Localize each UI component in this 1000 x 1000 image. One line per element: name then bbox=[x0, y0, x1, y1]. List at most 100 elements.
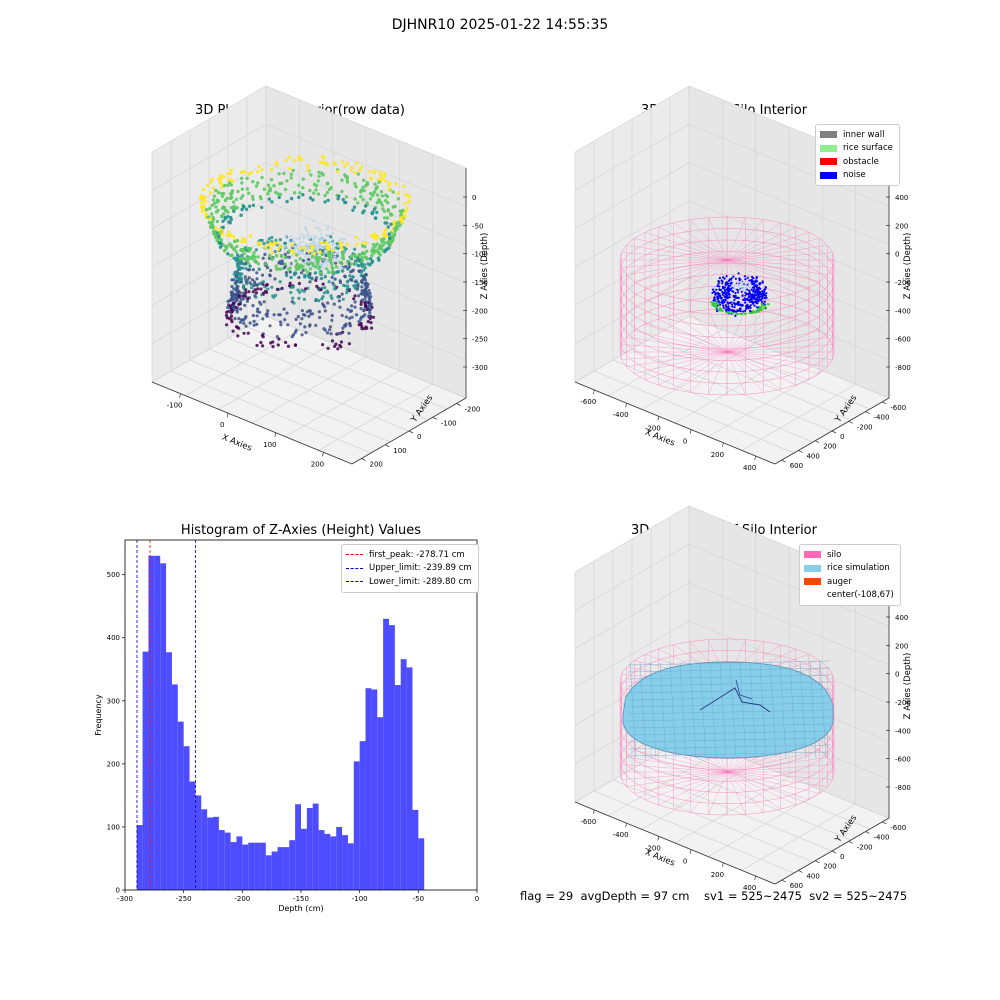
data-point bbox=[300, 233, 304, 236]
legend-label: inner wall bbox=[843, 129, 885, 140]
data-point bbox=[307, 238, 310, 241]
data-point bbox=[729, 278, 733, 281]
data-point bbox=[345, 180, 350, 184]
z-tick-label: -600 bbox=[895, 336, 911, 344]
data-point bbox=[220, 214, 224, 219]
z-tick-label: 0 bbox=[895, 671, 899, 679]
data-point bbox=[723, 288, 726, 291]
data-point bbox=[242, 284, 246, 288]
data-point bbox=[263, 262, 267, 266]
data-point bbox=[330, 296, 334, 300]
data-point bbox=[293, 158, 297, 163]
data-point bbox=[221, 225, 225, 230]
histogram-bar bbox=[183, 746, 190, 890]
data-point bbox=[309, 243, 312, 246]
data-point bbox=[319, 243, 322, 247]
z-tick-label: -150 bbox=[472, 279, 488, 287]
data-point bbox=[268, 273, 272, 277]
data-point bbox=[230, 284, 234, 289]
data-point bbox=[337, 332, 341, 336]
data-point bbox=[336, 295, 340, 299]
data-point bbox=[329, 260, 333, 264]
data-point bbox=[229, 205, 234, 210]
data-point bbox=[713, 296, 716, 299]
data-point bbox=[200, 201, 204, 205]
data-point bbox=[382, 237, 386, 241]
data-point bbox=[279, 262, 283, 266]
silo-spoke bbox=[726, 771, 810, 800]
y-tick bbox=[882, 401, 887, 405]
data-point bbox=[242, 169, 247, 174]
data-point bbox=[260, 293, 264, 297]
y-tick-label: 200 bbox=[823, 863, 836, 871]
data-point bbox=[282, 171, 286, 176]
data-point bbox=[377, 198, 381, 202]
data-point bbox=[403, 201, 407, 206]
y-tick-label: -200 bbox=[857, 843, 873, 851]
data-point bbox=[225, 196, 229, 200]
data-point bbox=[349, 168, 353, 172]
data-point bbox=[350, 315, 354, 319]
x-tick-label: 0 bbox=[683, 858, 687, 866]
data-point bbox=[248, 247, 253, 251]
data-point bbox=[285, 311, 289, 315]
data-point bbox=[359, 263, 364, 267]
data-point bbox=[247, 191, 251, 195]
x-tick bbox=[689, 429, 692, 434]
data-point bbox=[321, 343, 325, 347]
data-point bbox=[288, 284, 292, 288]
data-point bbox=[202, 204, 206, 209]
data-point bbox=[210, 223, 215, 227]
data-point bbox=[756, 294, 760, 297]
surface-mesh-line bbox=[627, 709, 831, 715]
data-point bbox=[289, 172, 294, 177]
data-point bbox=[298, 191, 302, 195]
data-point bbox=[345, 242, 349, 247]
data-point bbox=[764, 286, 767, 290]
data-point bbox=[336, 258, 339, 261]
data-point bbox=[324, 273, 327, 276]
data-point bbox=[383, 234, 388, 238]
data-point bbox=[369, 321, 373, 325]
data-point bbox=[354, 255, 358, 259]
data-point bbox=[229, 304, 233, 308]
data-point bbox=[247, 276, 251, 280]
data-point bbox=[240, 176, 244, 181]
data-point bbox=[318, 245, 321, 248]
data-point bbox=[364, 282, 368, 286]
data-point bbox=[251, 304, 255, 308]
data-point bbox=[285, 179, 289, 183]
data-point bbox=[338, 279, 342, 283]
silo-spoke bbox=[726, 771, 820, 794]
x-tick bbox=[722, 442, 724, 447]
data-point bbox=[258, 238, 262, 242]
data-point bbox=[250, 194, 255, 199]
data-point bbox=[236, 189, 240, 194]
data-point bbox=[279, 323, 283, 327]
data-point bbox=[269, 178, 274, 182]
data-point bbox=[349, 254, 354, 259]
data-point bbox=[275, 267, 279, 271]
data-point bbox=[718, 294, 721, 297]
data-point bbox=[247, 204, 252, 208]
data-point bbox=[318, 255, 322, 260]
y-tick bbox=[865, 411, 870, 414]
data-point bbox=[210, 212, 214, 216]
histogram-bar bbox=[201, 809, 208, 890]
data-point bbox=[235, 310, 239, 314]
data-point bbox=[365, 326, 369, 330]
data-point bbox=[753, 304, 756, 307]
data-point bbox=[337, 299, 341, 303]
data-point bbox=[215, 238, 219, 243]
data-point bbox=[362, 268, 366, 272]
histogram-bar bbox=[148, 555, 155, 890]
data-point bbox=[341, 253, 345, 257]
data-point bbox=[284, 271, 288, 275]
data-point bbox=[764, 305, 767, 308]
x-tick bbox=[625, 823, 627, 828]
data-point bbox=[304, 268, 308, 272]
data-point bbox=[257, 165, 261, 169]
surface-mesh-line bbox=[627, 688, 831, 694]
data-point bbox=[255, 277, 259, 281]
data-point bbox=[307, 257, 311, 262]
